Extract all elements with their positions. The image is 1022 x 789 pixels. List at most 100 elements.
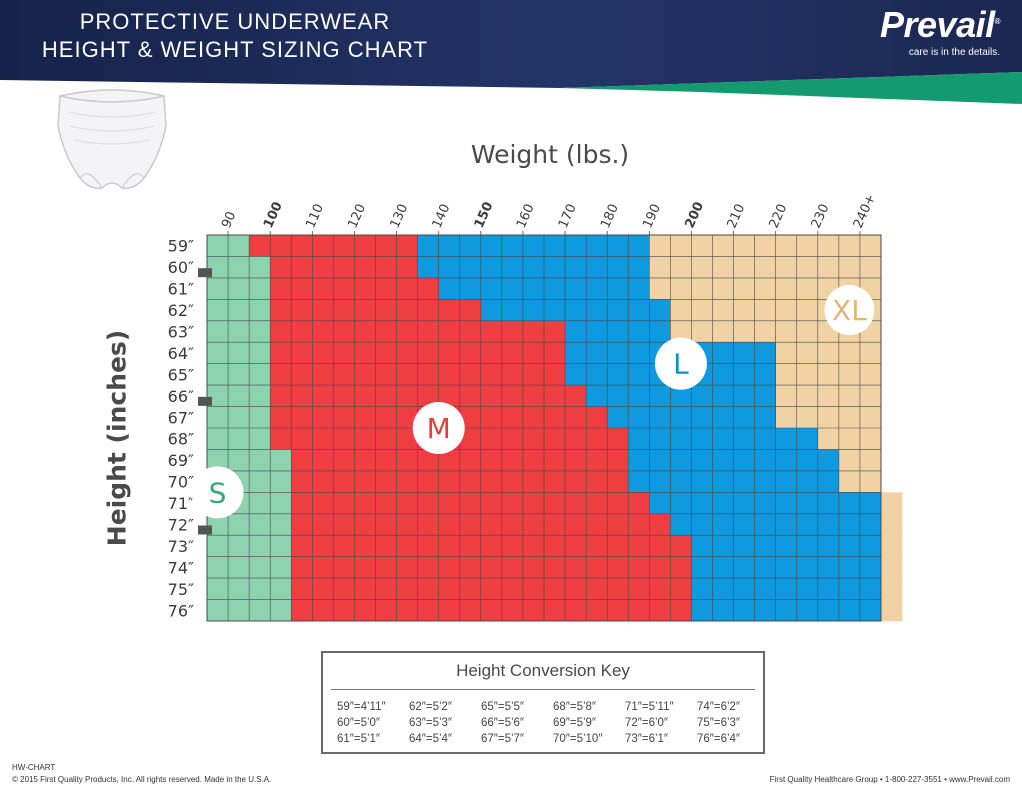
size-cell [838,256,861,279]
size-cell [333,492,355,515]
size-cell [438,492,461,515]
size-cell [501,428,524,450]
conversion-entry: 67″=5’7″ [481,733,524,745]
size-cell [291,406,313,429]
header-banner: PROTECTIVE UNDERWEAR HEIGHT & WEIGHT SIZ… [0,0,1022,110]
size-cell [291,363,313,386]
size-cell [544,320,566,343]
size-cell [754,599,776,622]
conversion-entry: 64″=5’4″ [409,733,452,745]
size-cell [775,513,798,536]
conversion-key-divider [331,689,755,690]
size-cell [354,492,376,515]
size-cell [354,385,376,407]
size-cell [396,449,418,472]
size-cell [459,320,482,343]
size-cell [817,470,840,493]
size-cell [881,556,903,579]
size-cell [544,235,566,257]
size-cell [480,385,503,407]
size-cell [396,235,418,257]
size-cell [396,320,418,343]
size-cell [270,385,292,407]
size-cell [312,578,334,600]
size-cell [438,385,461,407]
size-cell [501,299,524,322]
size-cell [333,513,355,536]
size-cell [207,342,229,364]
conversion-entry: 71″=5’11″ [625,701,674,713]
size-cell [354,299,376,322]
size-cell [712,385,734,407]
size-cell [501,556,524,579]
size-cell [438,363,461,386]
size-cell [796,578,819,600]
size-cell [796,320,819,343]
size-cell [480,470,503,493]
size-cell [207,385,229,407]
size-cell [670,235,692,257]
size-cell [438,449,461,472]
size-cell [775,556,798,579]
height-axis-title-text: Height (inches) [102,329,132,547]
size-cell [396,256,418,279]
size-cell [354,342,376,364]
size-cell [838,470,861,493]
size-cell [333,470,355,493]
x-tick-label: 230 [809,202,833,231]
y-tick-label: 67″ [168,408,194,427]
size-cell [249,256,271,279]
size-cell [480,578,503,600]
size-cell [775,385,798,407]
size-cell [733,406,755,429]
size-cell [375,320,397,343]
size-cell [501,535,524,557]
size-cell [670,556,692,579]
chart-title-line2: HEIGHT & WEIGHT SIZING CHART [41,37,429,62]
size-cell [565,492,587,515]
size-cell [544,492,566,515]
size-cell [670,535,692,557]
size-cell [881,578,903,600]
size-cell [396,492,418,515]
size-cell [754,556,776,579]
size-cell [270,578,292,600]
size-cell [333,428,355,450]
size-cell [733,385,755,407]
size-cell [607,256,629,279]
size-cell [459,449,482,472]
y-tick-label: 66″ [168,387,194,406]
size-cell [649,256,671,279]
size-cell [396,277,418,300]
size-cell [649,449,671,472]
size-cell [670,449,692,472]
size-cell [375,599,397,622]
size-cell [291,235,313,257]
x-tick-label: 90 [219,209,239,230]
x-tick-label: 130 [388,202,412,231]
size-cell [312,556,334,579]
size-cell [775,470,798,493]
size-cell [249,492,271,515]
size-cell [417,556,439,579]
size-cell [459,492,482,515]
size-cell [396,406,418,429]
size-cell [649,385,671,407]
size-cell [501,449,524,472]
size-cell [754,363,776,386]
size-label-l: L [673,348,689,381]
size-cell [417,320,439,343]
size-cell [733,535,755,557]
size-cell [628,363,650,386]
size-cell [459,235,482,257]
size-cell [775,277,798,300]
size-cell [565,342,587,364]
size-cell [333,535,355,557]
size-cell [375,277,397,300]
size-cell [628,449,650,472]
size-label-xl: XL [832,294,867,327]
size-cell [459,299,482,322]
size-cell [438,235,461,257]
x-tick-label: 170 [556,202,580,231]
